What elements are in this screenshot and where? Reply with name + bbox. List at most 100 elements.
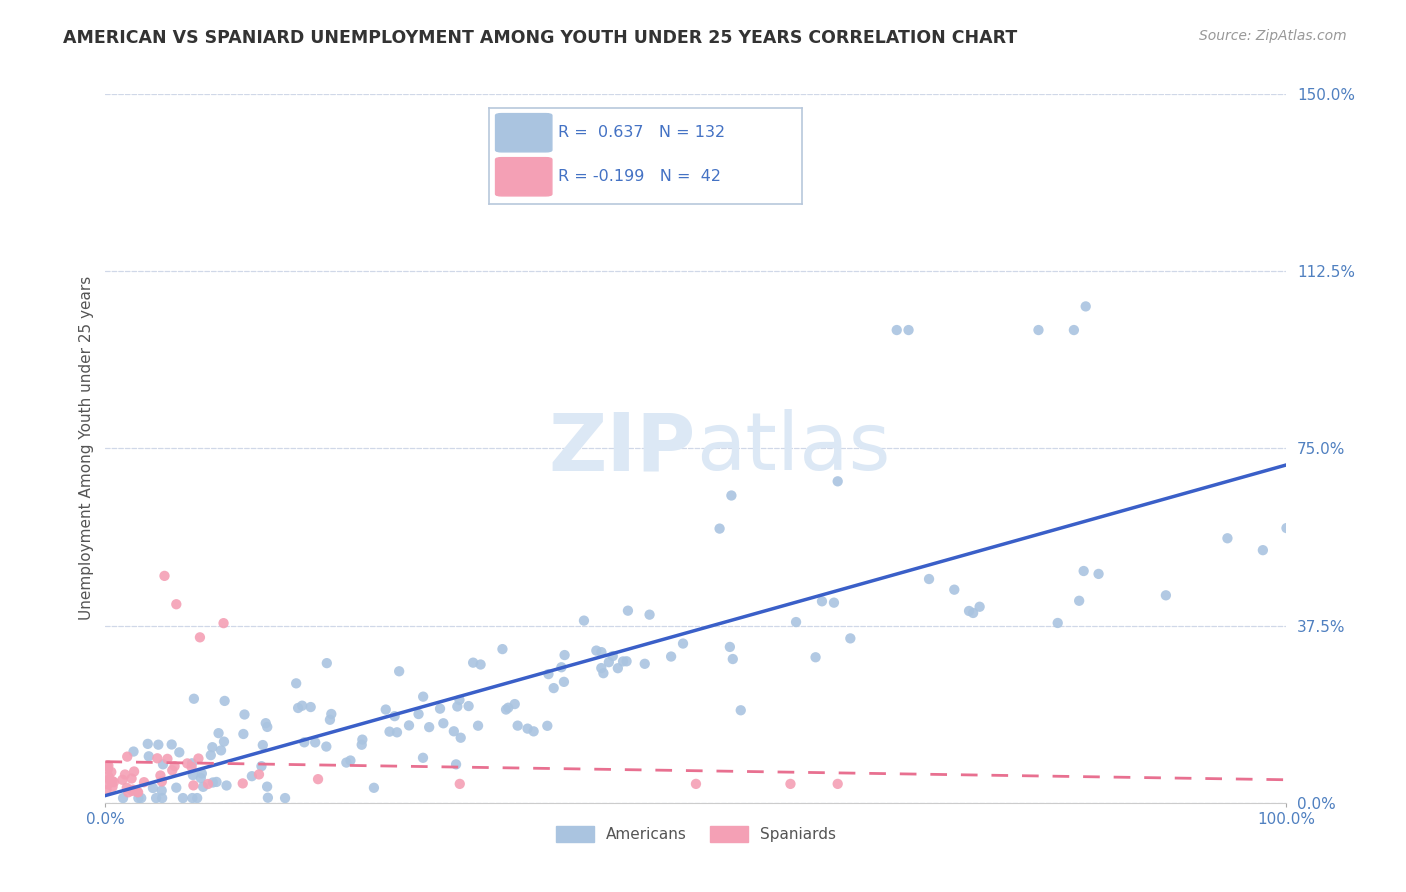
Point bbox=[591, 661, 613, 675]
Point bbox=[207, 726, 229, 740]
Point bbox=[672, 636, 695, 650]
Point bbox=[398, 718, 420, 732]
Point bbox=[709, 522, 731, 536]
Point bbox=[252, 738, 274, 752]
Point bbox=[554, 648, 576, 662]
Point bbox=[200, 748, 222, 763]
Point bbox=[169, 745, 191, 759]
Point bbox=[319, 713, 342, 727]
Point bbox=[350, 738, 373, 752]
Point bbox=[730, 703, 752, 717]
Point bbox=[146, 751, 169, 765]
Point bbox=[142, 780, 165, 795]
Point bbox=[240, 769, 263, 783]
Point bbox=[209, 743, 232, 757]
Point bbox=[839, 632, 862, 646]
Legend: Americans, Spaniards: Americans, Spaniards bbox=[550, 820, 842, 848]
Point bbox=[811, 594, 834, 608]
Point bbox=[449, 693, 471, 707]
Point bbox=[232, 727, 254, 741]
Point bbox=[384, 709, 406, 723]
Point bbox=[256, 780, 278, 794]
Point bbox=[96, 783, 118, 797]
Point bbox=[659, 649, 682, 664]
Point bbox=[602, 648, 624, 663]
Point bbox=[183, 778, 205, 792]
Point bbox=[827, 475, 849, 489]
Point bbox=[127, 785, 149, 799]
Point bbox=[449, 777, 471, 791]
Point bbox=[197, 777, 219, 791]
Point bbox=[352, 732, 374, 747]
Point bbox=[523, 724, 546, 739]
Point bbox=[201, 775, 224, 789]
Point bbox=[96, 759, 118, 773]
Y-axis label: Unemployment Among Youth under 25 years: Unemployment Among Youth under 25 years bbox=[79, 277, 94, 620]
Point bbox=[115, 780, 138, 795]
Point bbox=[957, 604, 980, 618]
Point bbox=[250, 759, 273, 773]
Point bbox=[162, 764, 184, 778]
Text: AMERICAN VS SPANIARD UNEMPLOYMENT AMONG YOUTH UNDER 25 YEARS CORRELATION CHART: AMERICAN VS SPANIARD UNEMPLOYMENT AMONG … bbox=[63, 29, 1018, 46]
Text: atlas: atlas bbox=[696, 409, 890, 487]
Point bbox=[592, 666, 614, 681]
Text: ZIP: ZIP bbox=[548, 409, 696, 487]
Point bbox=[385, 725, 408, 739]
Point bbox=[315, 739, 337, 754]
Point bbox=[1046, 615, 1069, 630]
Point bbox=[634, 657, 657, 671]
Point bbox=[150, 774, 173, 789]
Point bbox=[149, 768, 172, 782]
Point bbox=[183, 691, 205, 706]
Point bbox=[188, 630, 211, 644]
Point bbox=[339, 754, 361, 768]
Point bbox=[274, 791, 297, 805]
Point bbox=[553, 674, 575, 689]
Point bbox=[114, 767, 136, 781]
Point bbox=[122, 745, 145, 759]
Point bbox=[132, 775, 155, 789]
Point bbox=[537, 667, 560, 681]
Point bbox=[127, 791, 149, 805]
Point bbox=[516, 722, 538, 736]
Point bbox=[215, 779, 238, 793]
Point bbox=[432, 716, 454, 731]
Point bbox=[232, 776, 254, 790]
Point bbox=[450, 731, 472, 745]
Point bbox=[1275, 521, 1298, 535]
Point bbox=[111, 772, 134, 787]
Point bbox=[98, 772, 121, 786]
Point bbox=[127, 785, 149, 799]
Point bbox=[823, 596, 845, 610]
Point bbox=[543, 681, 565, 695]
Text: Source: ZipAtlas.com: Source: ZipAtlas.com bbox=[1199, 29, 1347, 43]
Point bbox=[1216, 531, 1239, 545]
Point bbox=[299, 700, 322, 714]
Point bbox=[429, 701, 451, 715]
Point bbox=[606, 661, 628, 675]
Point bbox=[1087, 566, 1109, 581]
Point bbox=[1154, 588, 1177, 602]
Point bbox=[181, 756, 204, 771]
Point bbox=[374, 702, 396, 716]
Point bbox=[685, 777, 707, 791]
Point bbox=[160, 738, 183, 752]
Point bbox=[122, 764, 145, 779]
Point bbox=[152, 757, 174, 772]
Point bbox=[148, 738, 170, 752]
Point bbox=[145, 791, 167, 805]
Point bbox=[191, 780, 214, 794]
Point bbox=[100, 775, 122, 789]
Point bbox=[153, 569, 176, 583]
Point bbox=[412, 751, 434, 765]
Point bbox=[1073, 564, 1095, 578]
Point bbox=[115, 749, 138, 764]
Point bbox=[97, 777, 120, 791]
Point bbox=[233, 707, 256, 722]
Point bbox=[191, 766, 214, 780]
Point bbox=[97, 762, 120, 776]
Point bbox=[97, 769, 120, 783]
Point bbox=[186, 791, 208, 805]
Point bbox=[291, 698, 314, 713]
Point bbox=[886, 323, 908, 337]
